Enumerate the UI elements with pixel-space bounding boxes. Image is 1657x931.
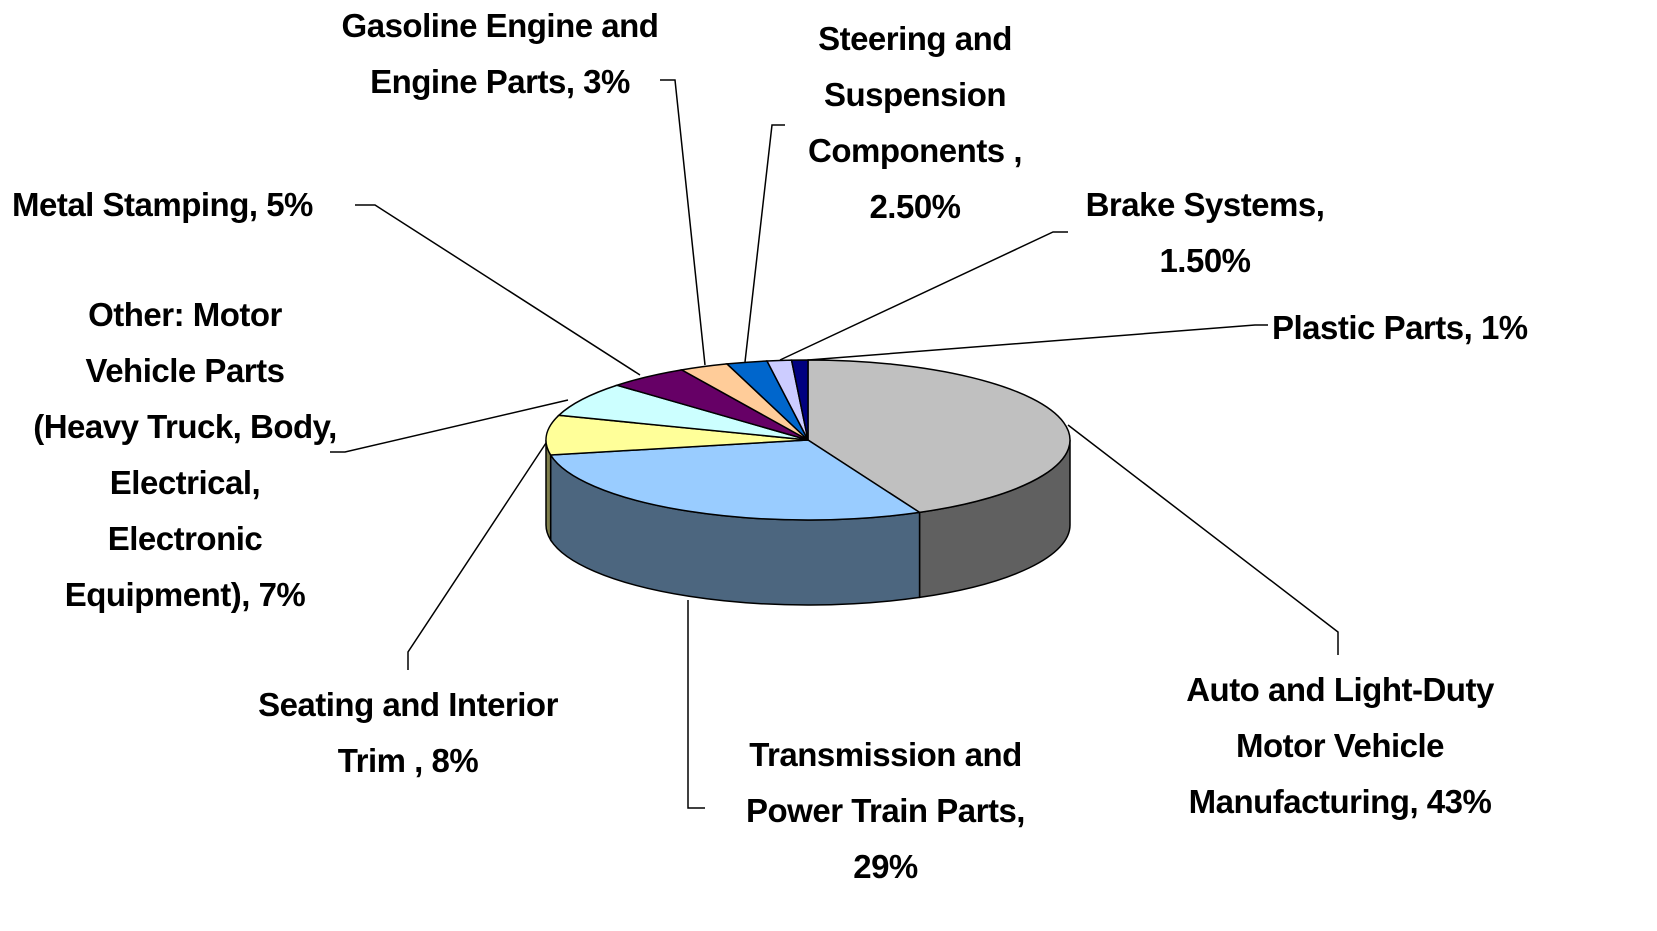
category-label: Auto and Light-Duty Motor Vehicle Manufa… — [1186, 671, 1494, 820]
leader-line — [687, 600, 705, 809]
leader-line — [330, 399, 569, 453]
leader-line — [744, 124, 785, 363]
slice — [549, 439, 922, 521]
data-label: Metal Stamping, 5% — [12, 177, 313, 233]
slice — [790, 359, 809, 441]
value-label: 5% — [266, 186, 313, 223]
data-label: Other: Motor Vehicle Parts (Heavy Truck,… — [30, 287, 340, 623]
category-label: Brake Systems, — [1085, 186, 1325, 223]
value-label: 3% — [583, 63, 630, 100]
value-label: 2.50% — [869, 188, 961, 225]
category-label: Steering and Suspension Components , — [808, 20, 1023, 169]
value-label: 1% — [1480, 309, 1528, 346]
leader-line — [779, 231, 1068, 361]
data-label: Seating and Interior Trim , 8% — [228, 677, 588, 789]
leader-lines — [330, 79, 1339, 809]
slice — [545, 414, 809, 456]
data-label: Transmission and Power Train Parts, 29% — [718, 727, 1053, 895]
leader-line — [355, 204, 641, 376]
category-label: Gasoline Engine and Engine Parts, — [341, 7, 659, 100]
data-label: Brake Systems, 1.50% — [1060, 177, 1350, 289]
data-label: Auto and Light-Duty Motor Vehicle Manufa… — [1160, 662, 1520, 830]
leader-line — [660, 79, 706, 366]
category-label: Transmission and Power Train Parts, — [746, 736, 1025, 829]
category-label: Metal Stamping, — [12, 186, 258, 223]
slice — [807, 359, 1071, 514]
slice — [557, 384, 809, 441]
leader-line — [407, 439, 549, 670]
value-label: 7% — [258, 576, 306, 613]
data-label: Steering and Suspension Components , 2.5… — [785, 11, 1045, 235]
value-label: 43% — [1426, 783, 1492, 820]
leader-line — [807, 324, 1268, 361]
value-label: 29% — [853, 848, 918, 885]
category-label: Seating and Interior Trim , — [258, 686, 558, 779]
category-label: Other: Motor Vehicle Parts (Heavy Truck,… — [33, 296, 337, 613]
category-label: Plastic Parts, — [1272, 309, 1473, 346]
value-label: 8% — [431, 742, 479, 779]
value-label: 1.50% — [1159, 242, 1251, 279]
data-label: Gasoline Engine and Engine Parts, 3% — [335, 0, 665, 110]
leader-line — [1067, 424, 1339, 655]
data-label: Plastic Parts, 1% — [1272, 300, 1528, 356]
